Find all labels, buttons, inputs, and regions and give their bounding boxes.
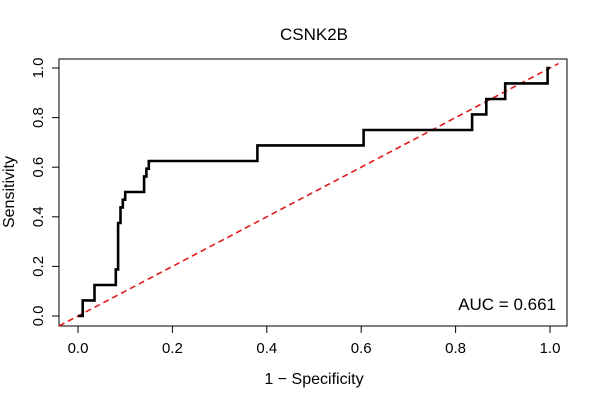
reference-diagonal-line <box>58 62 559 327</box>
y-tick-label: 1.0 <box>30 58 47 79</box>
y-tick-label: 0.2 <box>30 256 47 277</box>
roc-curve-line <box>78 66 550 318</box>
x-axis: 0.0 0.2 0.4 0.6 0.8 1.0 <box>68 325 561 357</box>
y-tick-label: 0.8 <box>30 107 47 128</box>
x-tick-label: 0.0 <box>68 340 89 357</box>
x-tick-label: 0.2 <box>162 340 183 357</box>
auc-annotation: AUC = 0.661 <box>458 295 556 314</box>
plot-area <box>58 62 559 327</box>
x-tick-label: 1.0 <box>540 340 561 357</box>
y-tick-label: 0.4 <box>30 206 47 227</box>
x-tick-label: 0.8 <box>445 340 466 357</box>
y-axis: 0.0 0.2 0.4 0.6 0.8 1.0 <box>30 58 60 327</box>
y-axis-label: Sensitivity <box>1 156 18 228</box>
chart-title: CSNK2B <box>280 25 348 44</box>
y-tick-label: 0.6 <box>30 157 47 178</box>
x-tick-label: 0.4 <box>256 340 277 357</box>
x-tick-label: 0.6 <box>351 340 372 357</box>
x-axis-label: 1 − Specificity <box>264 371 363 388</box>
y-tick-label: 0.0 <box>30 306 47 327</box>
